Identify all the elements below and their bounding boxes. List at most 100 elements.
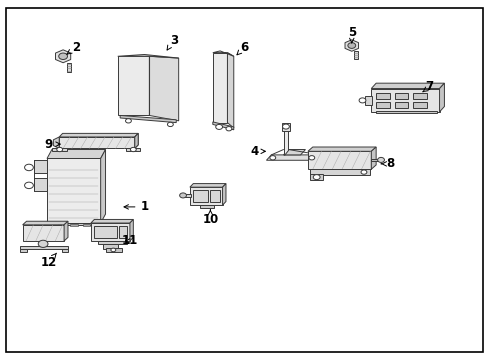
Polygon shape — [101, 149, 105, 223]
Circle shape — [38, 240, 48, 247]
Polygon shape — [439, 83, 444, 112]
Polygon shape — [266, 155, 320, 160]
Text: 10: 10 — [202, 210, 218, 226]
Polygon shape — [126, 148, 140, 151]
Polygon shape — [47, 158, 101, 223]
Circle shape — [57, 147, 62, 152]
Polygon shape — [118, 54, 178, 58]
Polygon shape — [189, 184, 225, 187]
Text: 12: 12 — [41, 253, 57, 269]
Text: 7: 7 — [422, 80, 433, 93]
Polygon shape — [307, 147, 375, 151]
Polygon shape — [375, 102, 389, 108]
Polygon shape — [149, 56, 178, 121]
Polygon shape — [34, 160, 47, 173]
Circle shape — [111, 248, 116, 252]
Polygon shape — [212, 53, 227, 123]
Polygon shape — [394, 93, 407, 99]
Circle shape — [282, 124, 289, 129]
Text: 5: 5 — [347, 27, 355, 43]
Polygon shape — [120, 116, 176, 123]
Circle shape — [358, 98, 365, 103]
Polygon shape — [212, 122, 233, 130]
Polygon shape — [135, 134, 138, 148]
Circle shape — [167, 122, 173, 127]
Polygon shape — [189, 187, 222, 205]
Circle shape — [179, 193, 186, 198]
Polygon shape — [103, 244, 118, 249]
Polygon shape — [135, 134, 138, 148]
Polygon shape — [47, 149, 105, 158]
Polygon shape — [105, 248, 122, 252]
Polygon shape — [412, 93, 426, 99]
Polygon shape — [370, 147, 375, 169]
Polygon shape — [283, 130, 288, 155]
Polygon shape — [91, 220, 133, 223]
Polygon shape — [199, 205, 214, 208]
Text: 1: 1 — [124, 201, 148, 213]
Polygon shape — [67, 63, 71, 72]
Circle shape — [225, 127, 231, 131]
Text: 2: 2 — [67, 41, 80, 54]
Polygon shape — [222, 184, 225, 205]
Polygon shape — [193, 190, 207, 202]
Polygon shape — [310, 169, 369, 175]
Polygon shape — [184, 194, 190, 197]
Polygon shape — [370, 89, 439, 112]
Polygon shape — [22, 221, 68, 225]
Circle shape — [24, 182, 33, 189]
Polygon shape — [22, 225, 64, 241]
Text: 6: 6 — [237, 41, 248, 55]
Polygon shape — [64, 221, 68, 241]
Polygon shape — [20, 246, 68, 249]
Polygon shape — [61, 249, 68, 252]
Circle shape — [24, 164, 33, 171]
Polygon shape — [91, 223, 130, 241]
Polygon shape — [70, 224, 78, 226]
Polygon shape — [210, 190, 220, 202]
Polygon shape — [59, 137, 135, 148]
Circle shape — [360, 170, 366, 174]
Circle shape — [308, 156, 314, 160]
Polygon shape — [281, 123, 290, 131]
Text: 3: 3 — [167, 33, 178, 50]
Polygon shape — [212, 51, 233, 56]
Polygon shape — [353, 51, 357, 59]
Polygon shape — [56, 50, 71, 63]
Polygon shape — [375, 93, 389, 99]
Circle shape — [313, 175, 320, 180]
Circle shape — [347, 42, 355, 48]
Polygon shape — [375, 111, 436, 113]
Polygon shape — [82, 224, 90, 226]
Text: 9: 9 — [44, 138, 60, 150]
Polygon shape — [53, 137, 59, 148]
Circle shape — [377, 157, 384, 162]
Text: 4: 4 — [250, 145, 265, 158]
Text: 8: 8 — [380, 157, 394, 170]
Polygon shape — [119, 226, 127, 238]
Circle shape — [269, 156, 275, 160]
Polygon shape — [20, 249, 26, 252]
Polygon shape — [394, 102, 407, 108]
Polygon shape — [118, 56, 149, 116]
Polygon shape — [34, 178, 47, 191]
Polygon shape — [227, 53, 233, 128]
Polygon shape — [365, 96, 371, 105]
Polygon shape — [345, 40, 358, 51]
Polygon shape — [98, 241, 127, 244]
Polygon shape — [94, 226, 117, 238]
Circle shape — [59, 53, 67, 59]
Circle shape — [125, 119, 131, 123]
Polygon shape — [59, 134, 138, 137]
Polygon shape — [370, 159, 379, 161]
Polygon shape — [52, 223, 101, 225]
Polygon shape — [370, 83, 444, 89]
Polygon shape — [307, 151, 370, 169]
Polygon shape — [52, 148, 67, 151]
Polygon shape — [130, 220, 133, 241]
Circle shape — [130, 147, 136, 152]
Text: 11: 11 — [122, 234, 138, 247]
Polygon shape — [310, 174, 322, 180]
Polygon shape — [283, 149, 305, 155]
Polygon shape — [58, 224, 65, 226]
